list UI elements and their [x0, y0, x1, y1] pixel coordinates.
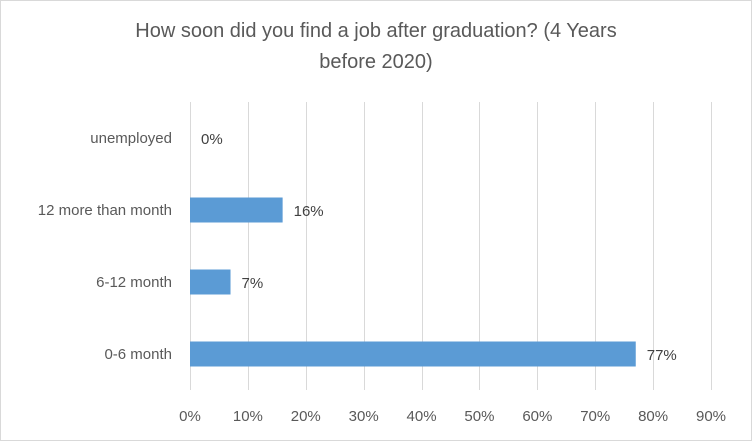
x-tick-label-60: 60% [522, 408, 552, 425]
bars [190, 197, 636, 367]
x-tick-label-30: 30% [349, 408, 379, 425]
x-tick-label-70: 70% [580, 408, 610, 425]
data-label-0-6-month: 77% [647, 347, 677, 364]
category-label-12-more-than-month: 12 more than month [38, 202, 172, 219]
x-tick-label-50: 50% [464, 408, 494, 425]
x-tick-label-10: 10% [233, 408, 263, 425]
category-label-unemployed: unemployed [90, 130, 172, 147]
data-label-6-12-month: 7% [242, 275, 264, 292]
x-tick-label-20: 20% [291, 408, 321, 425]
category-labels: 0-6 month 6-12 month 12 more than month une… [38, 130, 172, 363]
x-tick-label-0: 0% [179, 408, 201, 425]
x-tick-label-40: 40% [407, 408, 437, 425]
bar-12-more-than-month [190, 197, 283, 223]
data-labels: 77% 7% 16% 0% [201, 131, 677, 364]
chart-title: How soon did you find a job after gradua… [0, 16, 752, 78]
data-label-12-more-than-month: 16% [294, 203, 324, 220]
chart-title-line-2: before 2020) [319, 51, 433, 73]
chart-title-line-1: How soon did you find a job after gradua… [135, 20, 617, 42]
category-label-0-6-month: 0-6 month [104, 346, 172, 363]
x-axis-tick-labels: 0% 10% 20% 30% 40% 50% 60% 70% 80% 90% [179, 408, 726, 425]
category-label-6-12-month: 6-12 month [96, 274, 172, 291]
x-tick-label-80: 80% [638, 408, 668, 425]
data-label-unemployed: 0% [201, 131, 223, 148]
bar-0-6-month [190, 341, 636, 367]
bar-6-12-month [190, 269, 231, 295]
x-tick-label-90: 90% [696, 408, 726, 425]
